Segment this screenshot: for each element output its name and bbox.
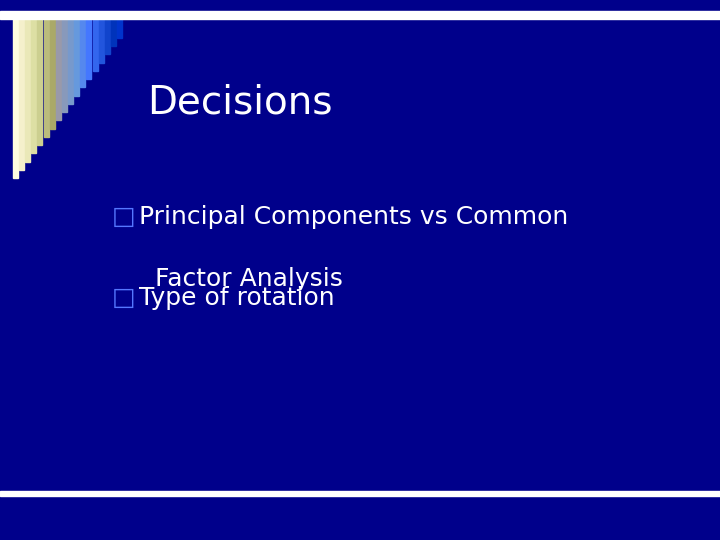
Bar (92, 16, 98, 71)
Bar (68, 16, 73, 104)
Bar (19, 16, 24, 170)
Bar (0, 11, 720, 19)
Text: □: □ (112, 286, 135, 310)
Bar (81, 16, 86, 87)
Bar (13, 16, 18, 178)
Bar (56, 16, 60, 120)
Text: Type of rotation: Type of rotation (139, 286, 335, 310)
Bar (74, 16, 79, 96)
Bar (117, 16, 122, 38)
Bar (0, 491, 720, 496)
Text: Decisions: Decisions (148, 84, 333, 122)
Bar (44, 16, 49, 137)
Bar (86, 16, 91, 79)
Bar (111, 16, 116, 46)
Bar (62, 16, 67, 112)
Bar (105, 16, 109, 55)
Bar (99, 16, 104, 63)
Bar (37, 16, 42, 145)
Text: Factor Analysis: Factor Analysis (139, 267, 343, 291)
Bar (50, 16, 55, 129)
Text: □: □ (112, 205, 135, 229)
Text: Principal Components vs Common: Principal Components vs Common (139, 205, 568, 229)
Bar (25, 16, 30, 161)
Bar (32, 16, 36, 153)
